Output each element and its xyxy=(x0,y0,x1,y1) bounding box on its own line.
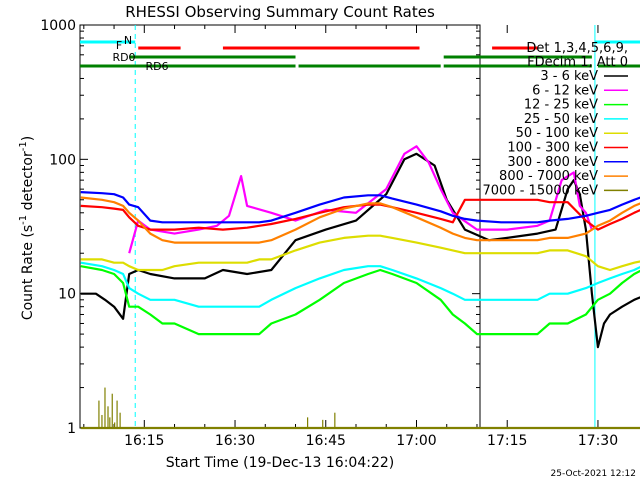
timestamp: 25-Oct-2021 12:12 xyxy=(551,469,636,479)
series-line-5 xyxy=(80,198,640,231)
chart-title: RHESSI Observing Summary Count Rates xyxy=(125,3,435,21)
flag-label-rd0: RD0 xyxy=(112,51,135,64)
legend-label: 50 - 100 keV xyxy=(516,126,599,141)
flag-label-rd6: RD6 xyxy=(145,60,168,73)
x-tick-label: 16:30 xyxy=(215,433,255,449)
y-axis-label: Count Rate (s-1 detector-1) xyxy=(18,136,36,320)
y-tick-label: 1 xyxy=(67,421,76,437)
legend-label: 800 - 7000 keV xyxy=(499,169,598,184)
series-line-3 xyxy=(80,261,640,308)
x-tick-label: 17:15 xyxy=(487,433,527,449)
series-line-7 xyxy=(80,196,640,244)
y-tick-label: 10 xyxy=(58,287,76,303)
legend-label: 25 - 50 keV xyxy=(524,112,598,127)
y-tick-label: 1000 xyxy=(40,18,76,34)
y-tick-label: 100 xyxy=(49,152,76,168)
legend-label: 6 - 12 keV xyxy=(532,83,598,98)
legend-header-det: Det 1,3,4,5,6,9, xyxy=(526,41,628,56)
series-line-4 xyxy=(80,234,640,272)
x-tick-label: 17:00 xyxy=(396,433,436,449)
plot-area: 16:15 16:30 16:45 17:00 17:15 17:30 1 10 100 1000… xyxy=(40,18,640,449)
legend-label: 7000 - 15000 keV xyxy=(483,183,599,198)
legend-header-fdecim: FDecim 1, Att 0 xyxy=(527,55,628,70)
legend: Det 1,3,4,5,6,9, FDecim 1, Att 0 3 - 6 k… xyxy=(483,41,628,198)
series-line-6 xyxy=(80,191,640,224)
x-tick-label: 17:30 xyxy=(578,433,618,449)
series-line-2 xyxy=(80,265,640,336)
x-tick-label: 16:15 xyxy=(124,433,164,449)
legend-label: 12 - 25 keV xyxy=(524,98,598,113)
legend-label: 3 - 6 keV xyxy=(540,69,598,84)
x-axis-label: Start Time (19-Dec-13 16:04:22) xyxy=(166,455,394,471)
legend-label: 100 - 300 keV xyxy=(507,141,598,156)
x-tick-label: 16:45 xyxy=(306,433,346,449)
flag-label-f: F xyxy=(116,39,122,52)
legend-label: 300 - 800 keV xyxy=(507,155,598,170)
flag-label-n: N xyxy=(124,34,132,47)
